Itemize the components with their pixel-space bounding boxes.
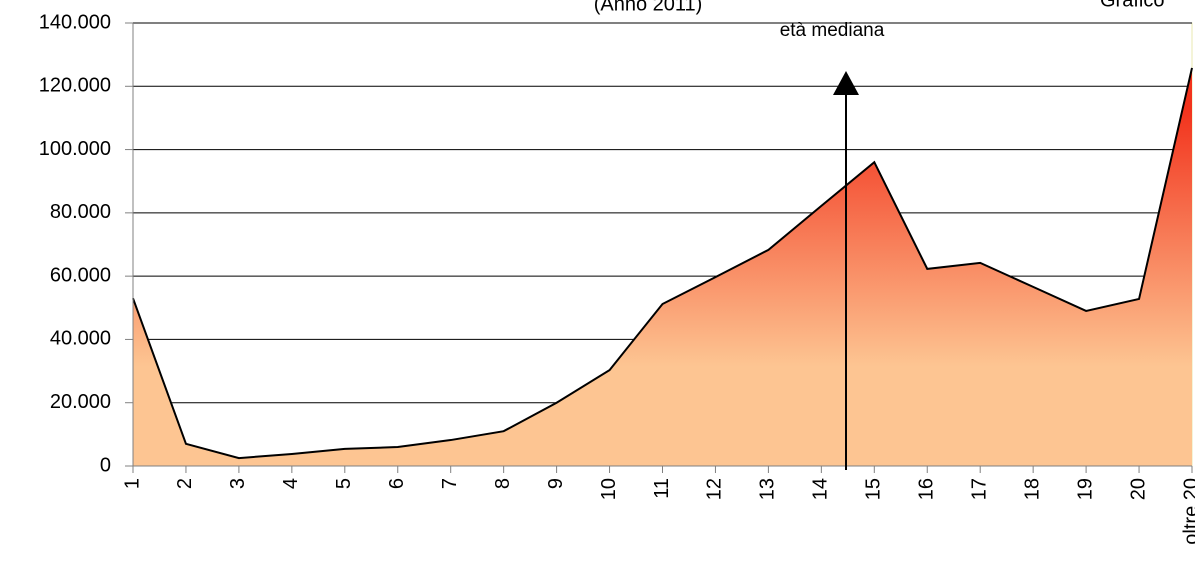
x-tick-label: 5 [333, 478, 355, 489]
x-tick-label: 15 [863, 478, 885, 500]
x-tick-label: 8 [492, 478, 514, 489]
y-tick-label: 100.000 [39, 138, 111, 160]
x-tick-label: 4 [280, 478, 302, 489]
x-tick-label: 1 [121, 478, 143, 489]
x-tick-label: 14 [810, 478, 832, 500]
x-tick-label: 6 [386, 478, 408, 489]
x-tick-label: 10 [598, 478, 620, 500]
x-tick-label: 3 [227, 478, 249, 489]
chart-subtitle: Grafico [1100, 0, 1164, 11]
y-tick-label: 120.000 [39, 75, 111, 97]
y-tick-label: 140.000 [39, 11, 111, 33]
y-tick-label: 20.000 [50, 391, 111, 413]
x-tick-label: 18 [1021, 478, 1043, 500]
x-tick-label: 19 [1074, 478, 1096, 500]
annotation: età mediana [780, 20, 885, 41]
x-tick-label: 17 [968, 478, 990, 500]
x-tick-label: 2 [174, 478, 196, 489]
x-tick-label: 12 [704, 478, 726, 500]
y-tick-label: 80.000 [50, 201, 111, 223]
x-tick-label: 7 [439, 478, 461, 489]
y-tick-label: 60.000 [50, 264, 111, 286]
area [133, 67, 1192, 466]
annotation-arrowhead [833, 71, 859, 95]
x-tick-label: 13 [757, 478, 779, 500]
x-tick-label: 20 [1127, 478, 1149, 500]
line [132, 67, 1193, 460]
chart-title: (Anno 2011) [594, 0, 703, 15]
x-tick-label: 16 [916, 478, 938, 500]
y-tick-label: 0 [100, 454, 111, 476]
y-tick-label: 40.000 [50, 328, 111, 350]
x-tick-label: 9 [545, 478, 567, 489]
x-tick-label: 11 [651, 478, 673, 499]
x-tick-label: oltre 20 [1180, 478, 1195, 545]
